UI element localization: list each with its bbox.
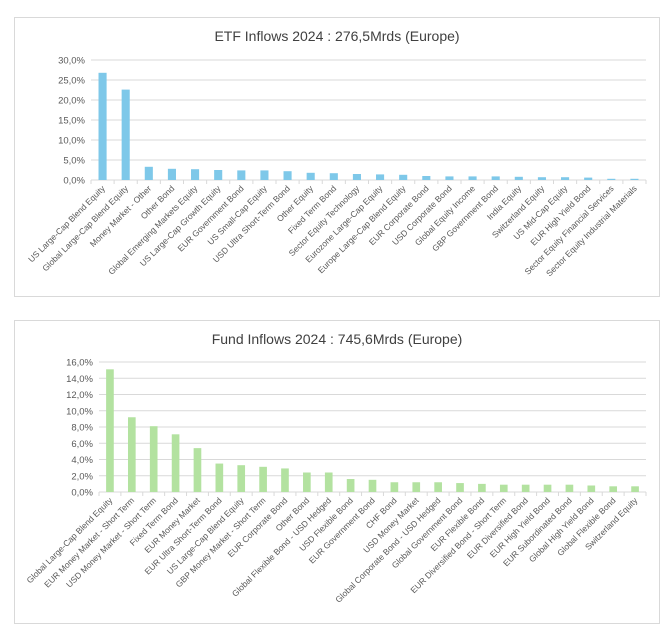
x-category-label: EUR Money Market - Short Term (42, 495, 136, 589)
bar (237, 465, 246, 492)
bar (587, 485, 596, 492)
bar (456, 483, 464, 492)
bar (468, 176, 477, 180)
bar (368, 479, 377, 492)
bar (346, 479, 355, 492)
chart-title: Fund Inflows 2024 : 745,6Mrds (Europe) (211, 331, 463, 347)
bar (98, 72, 107, 180)
etf-inflows-chart: ETF Inflows 2024 : 276,5Mrds (Europe) 0,… (14, 17, 660, 297)
bar (631, 486, 639, 492)
bar (390, 482, 399, 492)
y-tick-label: 20,0% (58, 96, 85, 107)
bar (561, 177, 570, 180)
bar (376, 174, 385, 180)
bar (499, 484, 508, 492)
bar (352, 174, 361, 180)
bar (630, 178, 639, 180)
y-tick-label: 4,0% (71, 455, 93, 466)
bar (121, 89, 130, 180)
bar (167, 168, 176, 180)
bar (565, 484, 574, 492)
y-tick-label: 0,0% (63, 176, 85, 187)
y-tick-label: 14,0% (66, 374, 93, 385)
bar (283, 171, 292, 180)
y-tick-label: 8,0% (71, 423, 93, 434)
y-tick-label: 16,0% (66, 358, 93, 369)
fund-inflows-chart: Fund Inflows 2024 : 745,6Mrds (Europe) 0… (14, 320, 660, 624)
bar (260, 170, 269, 180)
bar (537, 177, 546, 180)
chart-title: ETF Inflows 2024 : 276,5Mrds (Europe) (214, 28, 460, 44)
bar (259, 466, 267, 492)
bar (127, 417, 136, 492)
bar (514, 176, 523, 180)
y-tick-label: 30,0% (58, 56, 85, 67)
bar (399, 174, 408, 180)
y-tick-label: 10,0% (58, 136, 85, 147)
bar (491, 176, 500, 180)
bar (445, 176, 454, 180)
bar (149, 426, 158, 492)
y-tick-label: 15,0% (58, 116, 85, 127)
bar (306, 172, 315, 180)
bar (193, 448, 202, 492)
y-tick-label: 25,0% (58, 76, 85, 87)
y-tick-label: 6,0% (71, 439, 93, 450)
x-category-label: Global Large-Cap Blend Equity (24, 495, 114, 585)
y-tick-label: 0,0% (71, 488, 93, 499)
y-tick-label: 12,0% (66, 390, 93, 401)
bar (434, 482, 442, 492)
bar (422, 176, 431, 180)
bar (478, 483, 486, 492)
bar (584, 177, 593, 180)
bar (329, 173, 338, 180)
bar (106, 369, 114, 492)
y-tick-label: 10,0% (66, 406, 93, 417)
y-tick-label: 2,0% (71, 471, 93, 482)
bar (324, 472, 333, 492)
bar (609, 486, 618, 492)
bar (412, 482, 421, 492)
bar (281, 468, 289, 492)
bar (521, 484, 530, 492)
bar (543, 484, 552, 492)
y-tick-label: 5,0% (63, 156, 85, 167)
bar (214, 170, 223, 180)
bar (303, 472, 311, 492)
etf-chart-svg: 0,0%5,0%10,0%15,0%20,0%25,0%30,0%US Larg… (26, 56, 647, 278)
bar (215, 463, 224, 492)
x-category-label: USD Money Market - Short Term (64, 495, 158, 589)
bar (144, 166, 153, 180)
fund-chart-svg: 0,0% 2,0% 4,0% 6,0% 8,0% 10,0% 12,0% 14,0% 16,0%… (24, 358, 647, 605)
bar (191, 169, 200, 180)
bar (171, 434, 180, 492)
bar (607, 178, 616, 180)
bar (237, 170, 246, 180)
